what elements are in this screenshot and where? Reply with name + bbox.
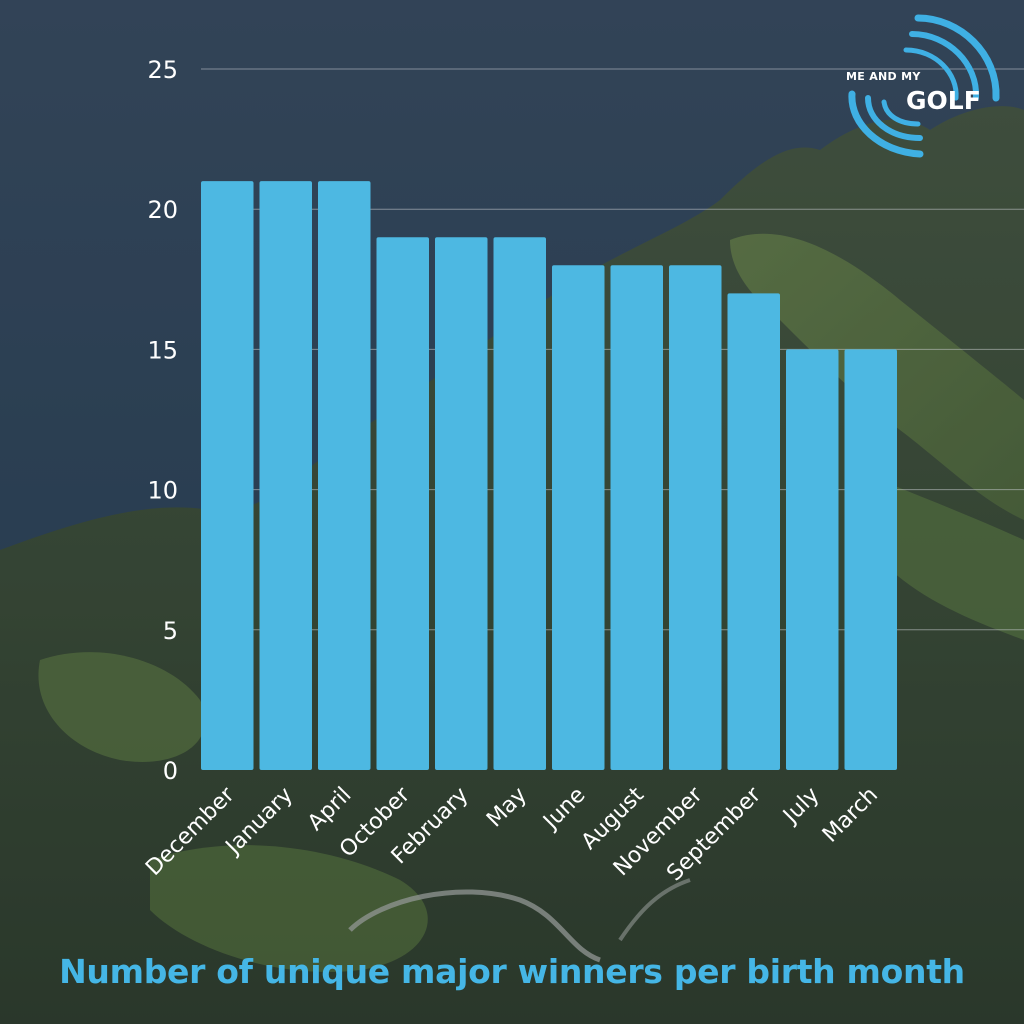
bar-december <box>201 181 254 770</box>
bar-september <box>727 293 780 770</box>
green-bottom <box>150 845 428 972</box>
fairway-lower <box>880 480 1024 640</box>
bar-april <box>318 181 371 770</box>
y-tick-label: 25 <box>147 56 178 84</box>
cart-path <box>348 889 601 963</box>
cart-path-right <box>618 878 691 942</box>
bar-october <box>376 237 429 771</box>
y-tick-label: 15 <box>147 336 178 364</box>
bar-may <box>493 237 546 771</box>
logo-arcs-icon <box>848 14 1000 158</box>
bar-november <box>669 265 722 770</box>
bars <box>201 181 897 771</box>
y-axis-ticks: 0 5 10 15 20 25 <box>147 56 178 785</box>
y-tick-label: 0 <box>163 757 178 785</box>
bar-july <box>786 349 839 770</box>
bar-march <box>844 349 897 770</box>
me-and-my-golf-logo: ME AND MY GOLF <box>840 14 1010 160</box>
green-left <box>38 652 206 762</box>
chart-title: Number of unique major winners per birth… <box>59 952 965 991</box>
logo-text-top: ME AND MY <box>846 70 921 83</box>
bar-january <box>259 181 312 770</box>
y-tick-label: 20 <box>147 196 178 224</box>
logo-text-golf: GOLF <box>906 86 981 115</box>
y-tick-label: 10 <box>147 477 178 505</box>
bar-february <box>435 237 488 771</box>
bar-august <box>610 265 663 770</box>
bar-june <box>552 265 605 770</box>
y-tick-label: 5 <box>163 617 178 645</box>
